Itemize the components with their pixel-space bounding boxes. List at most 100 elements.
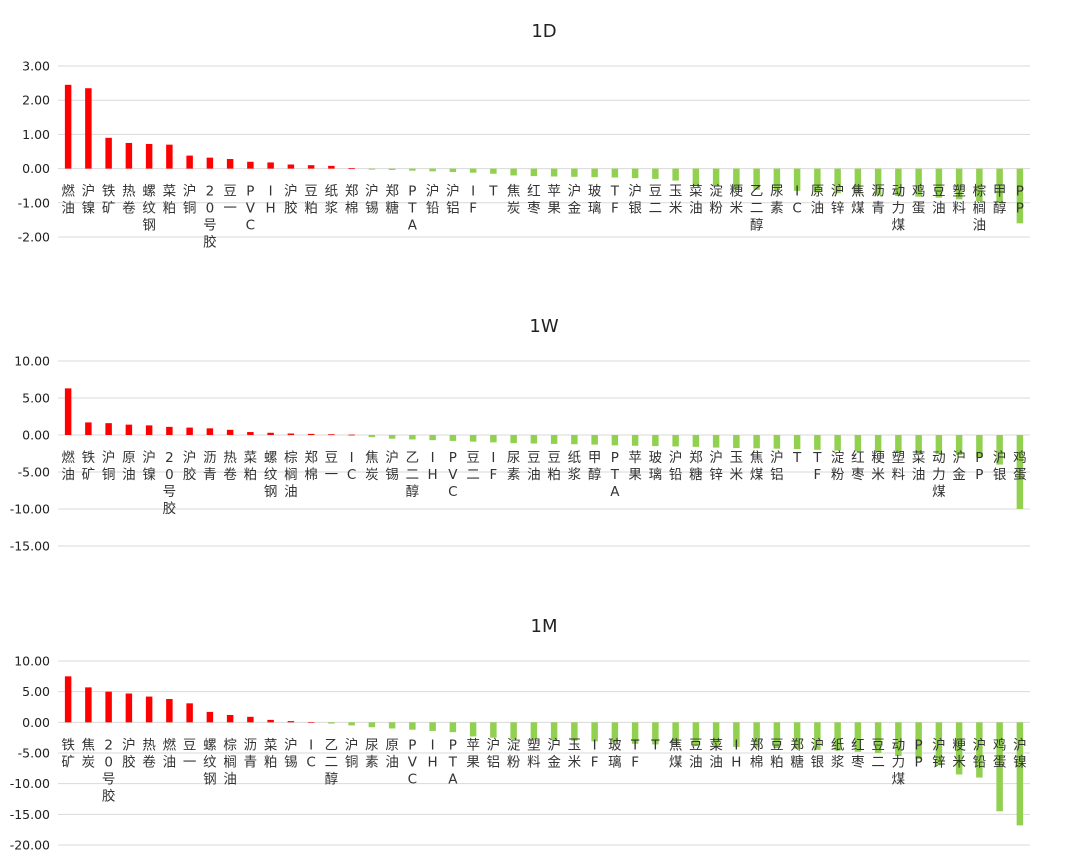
bar-鸡蛋 xyxy=(1016,435,1024,509)
bar-热卷 xyxy=(226,429,234,435)
category-label: 焦炭 xyxy=(365,450,379,483)
category-label: 热卷 xyxy=(223,450,237,483)
category-label: 红枣 xyxy=(851,450,865,483)
chart-title: 1W xyxy=(529,316,558,337)
bar-IF xyxy=(469,168,477,173)
bar-尿素 xyxy=(510,435,517,444)
category-label: 沪铅 xyxy=(669,450,683,483)
category-label: 红枣 xyxy=(527,184,541,217)
bar-郑糖 xyxy=(692,435,700,447)
category-label: 燃油 xyxy=(61,183,75,217)
bar-焦炭 xyxy=(510,168,517,176)
category-label: 焦炭 xyxy=(507,184,521,217)
category-label: 豆粕 xyxy=(770,737,784,770)
bar-沥青 xyxy=(247,716,254,723)
bar-沪铝 xyxy=(449,168,457,173)
category-label: 动力煤 xyxy=(892,737,906,787)
category-label: 铁矿 xyxy=(102,184,116,217)
category-label: 沪胶 xyxy=(122,737,136,770)
chart-1W: 1W 10.00 5.00 0.00 -5.00 -10.00 -15.00 燃油铁矿沪铜原油… xyxy=(10,316,1030,554)
bar-玻璃 xyxy=(611,722,619,743)
bar-IF xyxy=(591,722,598,742)
bar-沪银 xyxy=(631,168,639,179)
category-label: 沪锌 xyxy=(709,450,723,483)
category-label: 螺纹钢 xyxy=(142,184,156,234)
bar-沪锡 xyxy=(388,435,396,439)
category-label: 郑棉 xyxy=(750,737,764,770)
bar-热卷 xyxy=(125,142,133,169)
bar-沪铝 xyxy=(490,722,497,738)
bar-IH xyxy=(267,162,274,169)
bar-燃油 xyxy=(166,699,173,723)
bar-尿素 xyxy=(368,722,376,728)
bar-沪金 xyxy=(550,722,558,741)
category-label: 郑糖 xyxy=(689,450,703,483)
category-label: 粳米 xyxy=(730,184,744,217)
category-label: 豆粕 xyxy=(304,184,318,217)
bar-热卷 xyxy=(145,696,153,723)
category-label: 玉米 xyxy=(730,450,744,483)
bar-豆油 xyxy=(530,435,538,444)
bar-燃油 xyxy=(64,84,72,169)
category-label: 沪铅 xyxy=(973,737,987,770)
category-label: 棕榈油 xyxy=(973,184,987,234)
bar-铁矿 xyxy=(85,422,92,435)
y-tick-label: 0.00 xyxy=(22,715,50,730)
category-label: 沪锌 xyxy=(932,737,946,770)
bar-T xyxy=(652,722,659,745)
bar-PVC xyxy=(247,161,254,169)
category-label: 菜油 xyxy=(709,737,723,770)
category-label: 豆二 xyxy=(466,450,480,483)
category-label: 棕榈油 xyxy=(284,450,298,500)
category-label: 豆二 xyxy=(649,184,663,217)
bar-螺纹钢 xyxy=(206,711,214,723)
category-label: 沪铜 xyxy=(102,450,116,483)
category-label: 2 0 号胶 xyxy=(203,184,217,251)
category-label: 沪锡 xyxy=(284,737,298,770)
y-tick-label: 5.00 xyxy=(22,391,50,406)
y-tick-label: 10.00 xyxy=(14,654,50,669)
category-label: 沪锌 xyxy=(831,184,845,217)
bar-乙二醇 xyxy=(409,435,416,440)
bar-IH xyxy=(733,722,740,747)
y-tick-label: 10.00 xyxy=(14,354,50,369)
bar-郑棉 xyxy=(307,433,315,435)
bar-PTA xyxy=(409,168,416,171)
category-label: 菜油 xyxy=(689,184,703,217)
y-tick-label: -10.00 xyxy=(10,776,50,791)
bar-焦炭 xyxy=(85,687,92,723)
y-tick-label: 3.00 xyxy=(22,59,50,74)
bar-塑料 xyxy=(895,435,902,453)
y-tick-label: 5.00 xyxy=(22,684,50,699)
bar-沪胶 xyxy=(287,164,295,169)
category-label: 甲醇 xyxy=(993,184,1007,217)
bar-IC xyxy=(307,722,315,723)
bar-棕榈油 xyxy=(226,714,234,723)
bar-纸浆 xyxy=(834,722,841,751)
bar-塑料 xyxy=(955,168,963,200)
bar-PP xyxy=(915,722,922,760)
bar-棕榈油 xyxy=(287,433,295,435)
category-label: 铁矿 xyxy=(61,737,75,770)
category-label: 豆一 xyxy=(325,450,339,483)
bar-焦煤 xyxy=(672,722,679,746)
category-label: 乙二醇 xyxy=(325,737,339,787)
category-label: 郑糖 xyxy=(385,184,399,217)
category-label: 动力煤 xyxy=(892,184,906,234)
category-label: 纸浆 xyxy=(831,737,845,770)
category-label: 纸浆 xyxy=(568,450,582,483)
bar-燃油 xyxy=(64,388,72,435)
category-label: 沪金 xyxy=(568,184,582,217)
bar-玻璃 xyxy=(591,168,598,178)
bar-TF xyxy=(611,168,619,178)
category-label: 豆油 xyxy=(932,184,946,217)
category-label: 沥青 xyxy=(244,737,258,770)
bar-豆粕 xyxy=(550,435,558,444)
bar-沪镍 xyxy=(85,88,92,169)
